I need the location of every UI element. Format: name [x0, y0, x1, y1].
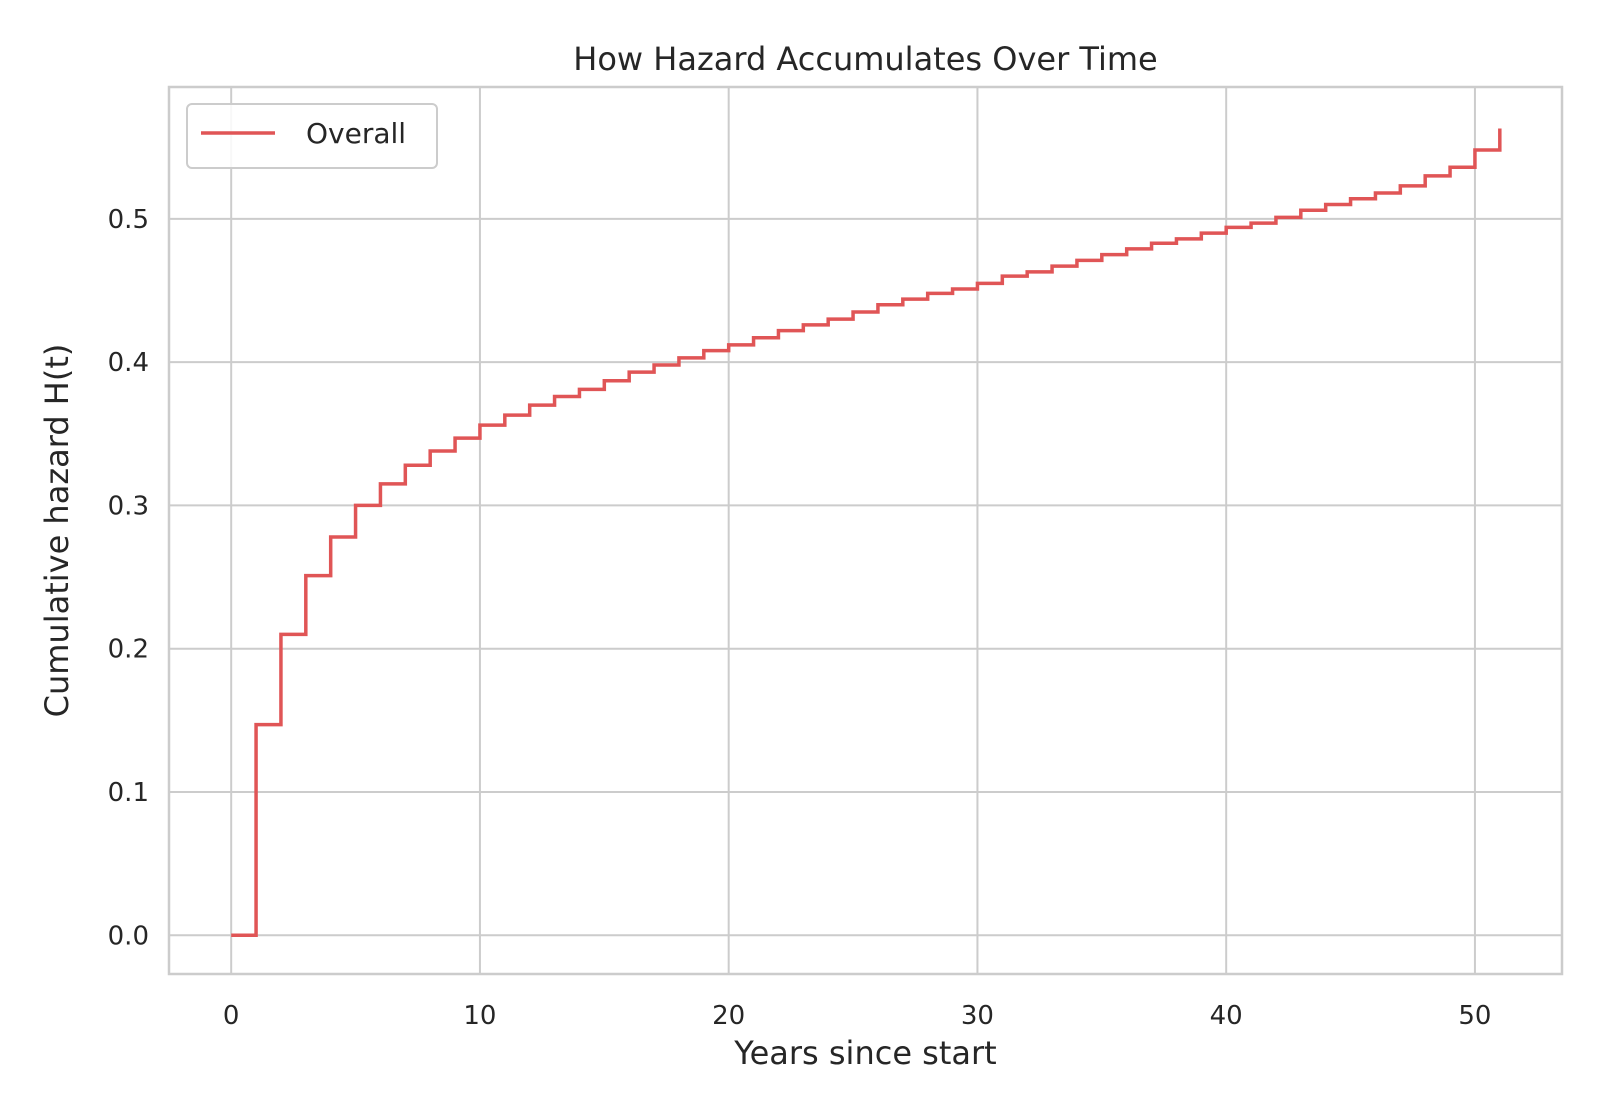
x-tick-label: 0 — [223, 1001, 240, 1031]
series-line-overall — [231, 128, 1502, 938]
legend-label-overall: Overall — [306, 117, 406, 150]
x-tick-label: 50 — [1458, 1001, 1491, 1031]
ticks-layer: 0 10 20 30 40 50 0.0 0.1 0.2 0.3 0.4 0.5 — [108, 205, 1492, 1031]
series-layer — [231, 128, 1502, 938]
x-tick-label: 20 — [712, 1001, 745, 1031]
chart-title: How Hazard Accumulates Over Time — [573, 40, 1157, 78]
legend-box — [186, 103, 438, 169]
x-tick-label: 40 — [1210, 1001, 1243, 1031]
x-tick-label: 10 — [463, 1001, 496, 1031]
y-tick-label: 0.0 — [108, 921, 149, 951]
x-axis-label: Years since start — [733, 1034, 996, 1072]
y-tick-label: 0.3 — [108, 491, 149, 521]
grid-layer — [169, 87, 1562, 974]
y-axis-label: Cumulative hazard H(t) — [38, 344, 76, 718]
y-tick-label: 0.5 — [108, 205, 149, 235]
y-tick-label: 0.4 — [108, 348, 149, 378]
y-tick-label: 0.1 — [108, 778, 149, 808]
y-tick-label: 0.2 — [108, 635, 149, 665]
legend: Overall — [186, 103, 438, 169]
x-tick-label: 30 — [961, 1001, 994, 1031]
plot-frame — [167, 85, 1564, 976]
